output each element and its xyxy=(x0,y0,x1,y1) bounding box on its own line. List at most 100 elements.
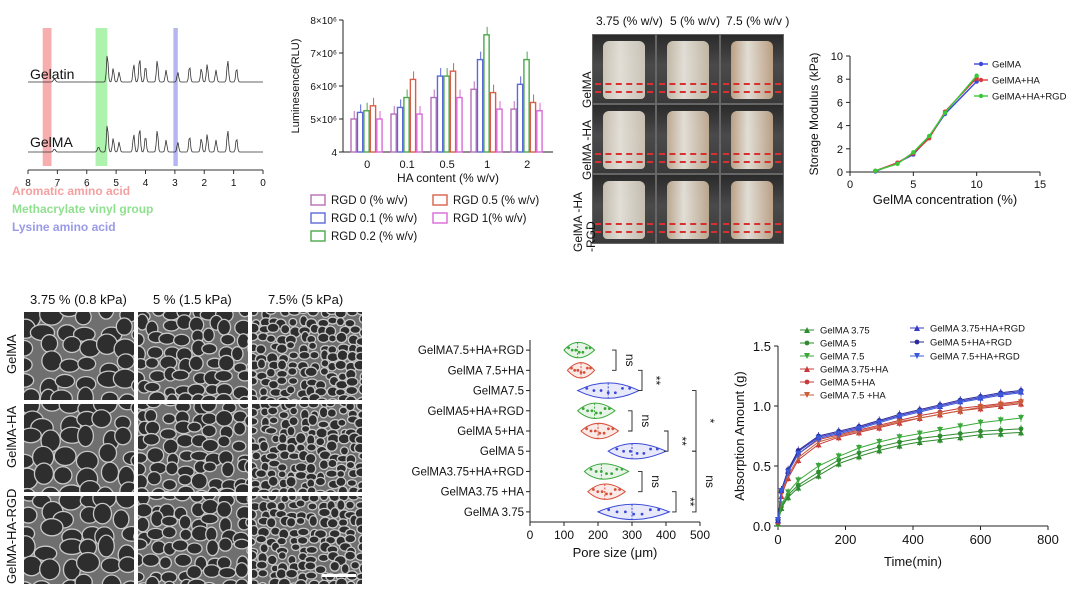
abs-legend-label-7: GelMA 5+HA+RGD xyxy=(930,338,1012,349)
sem-pore xyxy=(93,503,111,524)
sem-pore xyxy=(252,452,261,460)
pore-point-0-5 xyxy=(578,351,581,354)
sem-pore xyxy=(308,404,318,408)
sem-pore xyxy=(340,447,348,455)
vial-level-line xyxy=(723,91,781,93)
sem-pore xyxy=(138,488,148,492)
sem-pore xyxy=(326,404,335,407)
bar-legend-swatch-2 xyxy=(311,231,325,241)
pore-point-4-2 xyxy=(603,432,606,435)
sem-pore xyxy=(296,500,305,507)
sem-pore xyxy=(252,569,258,578)
sem-pore xyxy=(75,574,92,584)
sem-pore xyxy=(291,544,300,551)
sem-pore xyxy=(308,503,317,510)
abs-x-title: Time(min) xyxy=(884,554,942,569)
bar-legend-label-3: RGD 0.5 (% w/v) xyxy=(453,195,539,207)
pore-bracket-1 xyxy=(638,370,642,390)
sem-pore xyxy=(145,409,157,422)
sem-image-1-1 xyxy=(24,312,134,400)
nmr-tick-label-1: 1 xyxy=(231,178,237,189)
sem-pore xyxy=(356,338,362,346)
sem-pore xyxy=(166,462,178,475)
sem-pore xyxy=(252,418,258,426)
sem-pore xyxy=(327,409,336,417)
sem-pore xyxy=(337,470,345,477)
sem-pore xyxy=(24,556,42,576)
sem-pore xyxy=(329,335,337,342)
abs-point-1-12 xyxy=(978,429,983,434)
sem-pore xyxy=(305,367,317,376)
sem-pore xyxy=(289,417,298,426)
sem-pore xyxy=(178,474,191,485)
sem-pore xyxy=(99,444,116,463)
sem-pore xyxy=(24,507,37,523)
nmr-tick-label-3: 3 xyxy=(172,178,178,189)
sem-pore xyxy=(119,394,134,400)
sem-pore xyxy=(306,453,316,463)
nmr-tick-label-0: 0 xyxy=(260,178,266,189)
sem-pore xyxy=(218,436,230,447)
sem-pore xyxy=(180,529,192,540)
abs-legend-marker-7 xyxy=(915,340,920,345)
pore-point-4-4 xyxy=(590,430,593,433)
sem-pore xyxy=(101,462,118,482)
sem-texture xyxy=(252,404,362,492)
sem-pore xyxy=(359,384,362,393)
sem-pore xyxy=(336,578,347,584)
pore-point-2-3 xyxy=(628,387,631,390)
pore-bracket-6 xyxy=(692,391,696,452)
sem-pore xyxy=(318,421,329,428)
pore-point-3-3 xyxy=(608,407,611,410)
pore-bracket-2 xyxy=(628,411,632,431)
vial-level-line xyxy=(723,83,781,85)
sem-pore xyxy=(163,439,178,454)
sem-pore xyxy=(257,359,265,369)
mod-x-title: GelMA concentration (%) xyxy=(873,192,1018,207)
pore-point-1-0 xyxy=(570,367,573,370)
sem-pore xyxy=(24,536,35,558)
pore-point-5-1 xyxy=(629,450,632,453)
pore-point-5-6 xyxy=(649,448,652,451)
sem-pore xyxy=(162,527,176,538)
sem-pore xyxy=(235,563,248,578)
pore-annotation-3: ** xyxy=(675,436,689,446)
sem-pore xyxy=(203,328,214,342)
sem-pore xyxy=(338,434,350,444)
sem-pore xyxy=(143,434,159,446)
sem-pore xyxy=(287,487,296,492)
vial-photo-1-3 xyxy=(720,34,784,104)
sem-pore xyxy=(24,374,34,388)
sem-pore xyxy=(358,543,362,552)
mod-point-2-5 xyxy=(974,74,978,78)
sem-pore xyxy=(101,392,118,400)
pore-point-4-1 xyxy=(594,430,597,433)
sem-pore xyxy=(203,565,220,578)
sem-pore xyxy=(318,333,330,342)
pore-point-6-3 xyxy=(621,468,624,471)
sem-pore xyxy=(279,434,287,444)
sem-pore xyxy=(277,377,287,385)
sem-pore xyxy=(160,429,176,440)
bar-x-title: HA content (% w/v) xyxy=(397,171,499,185)
mod-point-2-4 xyxy=(943,111,947,115)
sem-pore xyxy=(201,514,218,524)
vial-level-line xyxy=(723,161,781,163)
pore-point-0-3 xyxy=(589,347,592,350)
pore-x-tick-label-2: 200 xyxy=(588,528,608,542)
bar-0-3 xyxy=(370,106,375,152)
sem-pore xyxy=(295,580,306,584)
sem-pore xyxy=(147,472,161,485)
sem-pore xyxy=(131,404,134,416)
sem-pore xyxy=(357,525,362,533)
pore-point-1-4 xyxy=(573,369,576,372)
sem-pore xyxy=(331,508,340,518)
sem-pore xyxy=(147,528,164,539)
pore-point-0-6 xyxy=(585,347,588,350)
sem-pore xyxy=(40,559,60,580)
sem-texture xyxy=(252,496,362,584)
mod-legend-marker-1 xyxy=(979,78,983,82)
bar-legend-label-4: RGD 1(% w/v) xyxy=(453,213,527,225)
bar-y-tick-label-1: 5×10⁶ xyxy=(310,115,337,126)
